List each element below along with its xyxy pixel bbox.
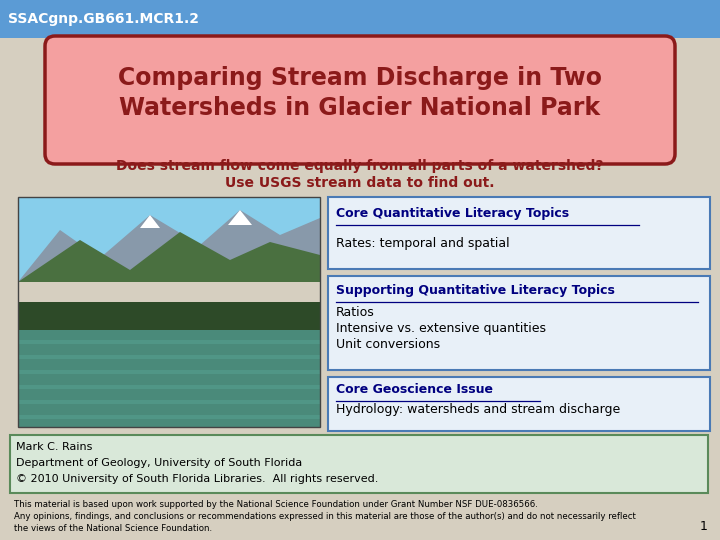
Text: Intensive vs. extensive quantities: Intensive vs. extensive quantities: [336, 322, 546, 335]
Text: Rates: temporal and spatial: Rates: temporal and spatial: [336, 237, 510, 250]
FancyBboxPatch shape: [45, 36, 675, 164]
Text: Core Geoscience Issue: Core Geoscience Issue: [336, 383, 493, 396]
Text: the views of the National Science Foundation.: the views of the National Science Founda…: [14, 524, 212, 533]
Text: © 2010 University of South Florida Libraries.  All rights reserved.: © 2010 University of South Florida Libra…: [16, 474, 379, 484]
Text: Supporting Quantitative Literacy Topics: Supporting Quantitative Literacy Topics: [336, 284, 615, 297]
FancyBboxPatch shape: [328, 197, 710, 269]
FancyBboxPatch shape: [328, 276, 710, 370]
Bar: [18, 415, 320, 419]
Bar: [18, 302, 320, 330]
Text: Mark C. Rains: Mark C. Rains: [16, 442, 92, 452]
FancyBboxPatch shape: [10, 435, 708, 493]
Bar: [18, 355, 320, 359]
Polygon shape: [228, 210, 252, 225]
Bar: [18, 385, 320, 389]
Text: Does stream flow come equally from all parts of a watershed?: Does stream flow come equally from all p…: [116, 159, 604, 173]
Polygon shape: [18, 232, 320, 282]
Text: Department of Geology, University of South Florida: Department of Geology, University of Sou…: [16, 458, 302, 468]
Text: Use USGS stream data to find out.: Use USGS stream data to find out.: [225, 176, 495, 190]
Text: Ratios: Ratios: [336, 306, 374, 319]
Bar: [18, 330, 320, 427]
Text: This material is based upon work supported by the National Science Foundation un: This material is based upon work support…: [14, 500, 538, 509]
Text: Comparing Stream Discharge in Two: Comparing Stream Discharge in Two: [118, 66, 602, 90]
Polygon shape: [18, 210, 320, 282]
Text: Unit conversions: Unit conversions: [336, 338, 440, 351]
Text: Any opinions, findings, and conclusions or recommendations expressed in this mat: Any opinions, findings, and conclusions …: [14, 512, 636, 521]
Text: SSACgnp.GB661.MCR1.2: SSACgnp.GB661.MCR1.2: [8, 12, 199, 26]
Bar: [18, 400, 320, 404]
Bar: [0, 0, 720, 38]
Bar: [18, 197, 320, 282]
Bar: [18, 340, 320, 344]
Text: 1: 1: [700, 520, 708, 533]
Text: Watersheds in Glacier National Park: Watersheds in Glacier National Park: [120, 96, 600, 120]
Text: Hydrology: watersheds and stream discharge: Hydrology: watersheds and stream dischar…: [336, 403, 620, 416]
Bar: [18, 370, 320, 374]
Text: Core Quantitative Literacy Topics: Core Quantitative Literacy Topics: [336, 207, 569, 220]
FancyBboxPatch shape: [328, 377, 710, 431]
Polygon shape: [140, 215, 160, 228]
Bar: [18, 197, 320, 427]
